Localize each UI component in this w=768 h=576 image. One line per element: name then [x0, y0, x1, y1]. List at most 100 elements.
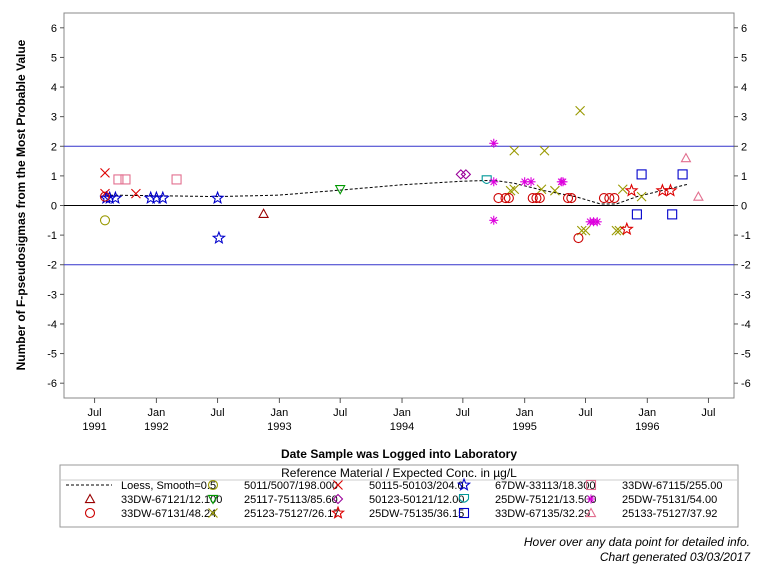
legend-swatch	[208, 508, 218, 518]
data-point	[598, 193, 610, 204]
y-tick-label-right: -2	[741, 260, 751, 272]
x-tick-label-year: 1991	[82, 421, 106, 433]
data-point	[509, 184, 520, 195]
y-tick-label-left: -3	[47, 289, 57, 301]
data-point	[500, 193, 511, 204]
data-point	[120, 174, 131, 185]
data-point	[573, 233, 584, 244]
y-tick-label-left: 4	[51, 82, 57, 94]
legend-swatch	[84, 493, 96, 504]
legend-swatch	[207, 479, 219, 491]
data-point	[455, 169, 467, 180]
y-tick-label-right: -6	[741, 378, 751, 390]
series-shield-8	[481, 175, 492, 185]
series-diamond-7	[455, 169, 472, 180]
data-point	[575, 105, 585, 116]
data-point	[489, 215, 499, 225]
legend-label: 25117-75113/85.60	[244, 494, 338, 506]
series-circle-10	[99, 191, 620, 244]
data-point	[211, 230, 227, 245]
x-tick-label: Jul	[333, 407, 347, 419]
x-tick-label-year: 1995	[512, 421, 536, 433]
legend-swatch	[84, 507, 96, 519]
y-tick-label-left: -5	[47, 349, 57, 361]
plot-area: -6 -6 -5 -5 -4 -4 -3 -3 -2 -2 -1 -1 0 0 1 1 2 2 3 3 4 4 5 5 6 6 Ju…	[47, 12, 751, 433]
data-point	[334, 185, 346, 195]
legend-label: 25133-75127/37.92	[622, 508, 717, 520]
series-x-6	[505, 105, 647, 236]
legend-label: 33DW-67135/32.29	[495, 508, 590, 520]
data-point	[481, 175, 492, 185]
legend-swatch	[330, 505, 346, 519]
x-tick-label: Jan	[393, 407, 411, 419]
x-tick-label: Jul	[211, 407, 225, 419]
data-point	[100, 168, 110, 178]
x-tick-label: Jan	[148, 407, 166, 419]
y-tick-label-left: -2	[47, 260, 57, 272]
data-point	[636, 191, 647, 202]
data-point	[520, 177, 530, 187]
x-tick-label: Jul	[88, 407, 102, 419]
data-point	[592, 217, 602, 227]
legend-label: 50123-50121/12.00	[369, 494, 464, 506]
series-triangle-13	[680, 152, 704, 201]
data-point	[604, 193, 615, 204]
series-triangle-down-5	[334, 185, 346, 195]
data-point	[534, 193, 545, 204]
legend-label: 33DW-67131/48.24	[121, 508, 216, 520]
data-point	[550, 185, 560, 196]
y-tick-label-left: 3	[51, 112, 57, 124]
data-point	[99, 191, 111, 202]
x-tick-label-year: 1992	[144, 421, 168, 433]
loess-line	[104, 179, 689, 205]
data-point	[663, 183, 678, 197]
x-tick-label: Jul	[578, 407, 592, 419]
legend-label: Loess, Smooth=0.5	[121, 480, 216, 492]
data-point	[562, 193, 574, 204]
data-point	[558, 177, 568, 187]
series-star-11	[619, 183, 678, 236]
data-point	[636, 169, 647, 180]
x-tick-label-year: 1996	[635, 421, 659, 433]
y-tick-label-left: -1	[47, 230, 57, 242]
legend-label: 25DW-75135/36.15	[369, 508, 464, 520]
y-tick-label-left: 5	[51, 52, 57, 64]
legend: Reference Material / Expected Conc. in µ…	[59, 464, 739, 528]
y-tick-label-right: -3	[741, 289, 751, 301]
data-point	[113, 174, 124, 185]
legend-label: 33DW-67115/255.00	[622, 480, 723, 492]
legend-label: 25DW-75121/13.500	[495, 494, 596, 506]
y-tick-label-right: 4	[741, 82, 747, 94]
y-tick-label-left: 6	[51, 23, 57, 35]
y-tick-label-right: -5	[741, 349, 751, 361]
legend-title: Reference Material / Expected Conc. in µ…	[281, 466, 517, 480]
legend-label: 25123-75127/26.17	[244, 508, 339, 520]
data-point	[680, 152, 692, 163]
y-tick-label-left: 0	[51, 201, 57, 213]
x-tick-label: Jul	[701, 407, 715, 419]
data-point	[509, 145, 520, 156]
x-tick-label-year: 1993	[267, 421, 291, 433]
legend-label: 50115-50103/204.0	[369, 480, 464, 492]
data-point	[531, 193, 542, 204]
data-point	[503, 193, 514, 204]
series-triangle-4	[258, 208, 270, 218]
series-square-12	[631, 169, 688, 220]
data-point	[566, 193, 577, 204]
y-tick-label-right: -1	[741, 230, 751, 242]
series-star-2	[99, 190, 227, 245]
data-point	[99, 215, 111, 226]
series-square-3	[113, 174, 182, 185]
data-point	[258, 208, 270, 218]
data-point	[609, 193, 620, 204]
x-axis-title: Date Sample was Logged into Laboratory	[281, 447, 517, 461]
x-tick-label: Jan	[638, 407, 656, 419]
x-tick-label-year: 1994	[390, 421, 414, 433]
x-tick-label: Jul	[456, 407, 470, 419]
data-point	[210, 190, 225, 205]
data-point	[526, 177, 536, 187]
data-point	[536, 184, 547, 195]
data-point	[580, 225, 591, 236]
y-tick-label-right: 6	[741, 23, 747, 35]
